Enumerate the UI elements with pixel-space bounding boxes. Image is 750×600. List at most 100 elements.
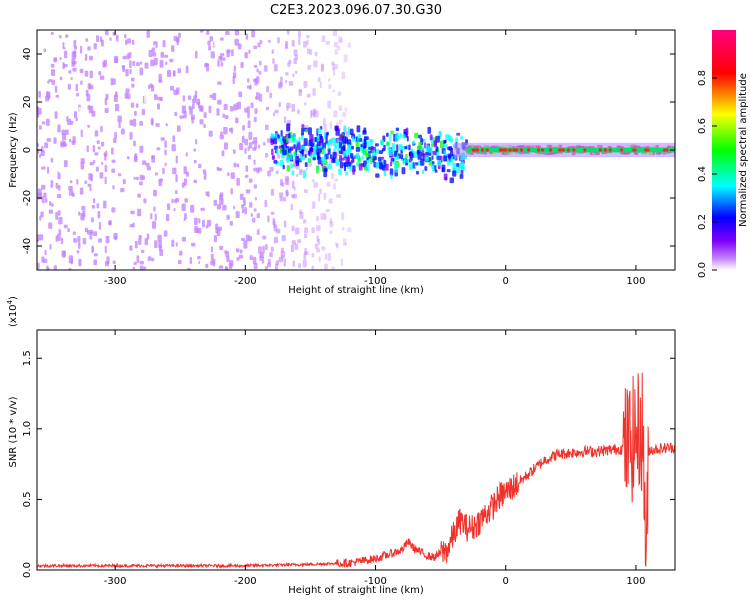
spectrogram-cell [303,81,308,88]
spectrogram-cell [79,45,83,54]
spectrogram-cell [277,164,282,172]
spectrogram-cell [396,144,399,152]
spectrogram-cell [93,43,97,50]
spectrogram-cell [72,231,76,235]
spectrogram-cell [78,241,81,249]
spectrogram-cell [226,256,230,262]
spectrogram-cell [323,147,326,155]
spectrogram-cell [68,70,72,74]
spectrogram-cell [245,33,249,40]
spectrogram-cell [327,253,331,261]
spectrogram-cell [291,103,296,112]
spectrogram-cell [266,170,271,177]
spectrogram-cell [108,220,112,225]
spectrogram-cell [303,219,307,224]
spectrogram-cell [253,208,257,212]
spectrogram-cell [134,110,137,116]
spectrogram-cell [203,123,206,128]
spectrogram-cell [206,63,210,72]
spectrogram-cell [237,101,242,110]
spectrogram-cell [49,243,52,250]
spectrogram-cell [253,64,258,68]
spectrogram-cell [50,63,55,68]
spectrogram-cell [244,147,247,155]
spectrogram-cell [272,217,276,226]
spectrogram-cell [347,42,352,48]
spectrogram-cell [316,235,319,243]
spectrogram-cell [227,99,231,105]
spectrogram-cell [53,58,58,63]
spectrogram-cell [356,125,361,133]
spectrogram-cell [99,172,104,179]
spectrogram-cell [250,102,254,109]
spectrogram-cell [53,137,57,144]
spectrogram-cell [112,31,116,36]
spectrogram-cell [84,227,88,233]
snr-x-tick-label: -100 [364,576,387,587]
spectrogram-cell [105,93,109,100]
spectrogram-cell [207,40,211,46]
spectrogram-cell [166,31,172,38]
spectrogram-cell [248,49,251,54]
spectrogram-cell [293,57,297,65]
carrier-peak-point [603,148,607,152]
spectrogram-cell [210,253,214,261]
spectrogram-cell [443,149,447,156]
spectrogram-cell [233,104,236,111]
spectrogram-cell [236,177,240,186]
spectrogram-cell [67,228,70,233]
spectrogram-cell [358,163,363,171]
spectrogram-cell [109,37,112,41]
spectrogram-cell [117,115,122,123]
spectrogram-cell [255,226,259,231]
spectrogram-cell [408,144,411,151]
spectrogram-cell [270,246,274,252]
spectrogram-cell [68,142,71,148]
carrier-peak-point [665,148,669,152]
spectrogram-cell [229,220,233,226]
spectrogram-cell [309,48,313,56]
spectrogram-cell [162,40,166,48]
spectrogram-cell [117,173,122,177]
spectrogram-cell [182,95,186,102]
spectrogram-cell [285,79,288,84]
spectrogram-cell [37,262,40,270]
spectrogram-cell [184,213,187,220]
spectrogram-cell [100,141,105,147]
spectrogram-x-tick-label: -200 [234,276,257,287]
spectrogram-cell [254,196,257,201]
carrier-band-core [466,147,675,153]
spectrogram-cell [135,103,139,108]
spectrogram-cell [342,144,346,151]
spectrogram-cell [318,193,321,202]
spectrogram-cell [46,166,50,174]
spectrogram-cell [63,160,68,168]
spectrogram-cell [37,192,43,200]
spectrogram-cell [193,95,197,100]
spectrogram-cell [298,38,301,46]
spectrogram-cell [304,227,308,234]
spectrogram-cell [331,173,334,179]
spectrogram-cell [171,144,176,152]
spectrogram-cell [236,257,240,261]
spectrogram-cell [439,140,445,149]
spectrogram-cell [341,71,346,80]
spectrogram-cell [200,55,205,59]
spectrogram-cell [129,224,134,228]
spectrogram-cell [195,138,198,145]
spectrogram-cell [46,267,50,270]
spectrogram-cell [126,156,130,160]
spectrogram-cell [210,246,213,253]
spectrogram-cell [151,257,155,262]
spectrogram-cell [309,146,313,152]
spectrogram-cell [298,89,302,97]
snr-x-tick-label: 0 [503,576,509,587]
spectrogram-cell [356,161,360,167]
spectrogram-cell [131,39,135,46]
spectrogram-cell [323,167,328,172]
spectrogram-cell [333,41,338,48]
spectrogram-cell [199,30,204,33]
spectrogram-cell [445,134,450,141]
spectrogram-cell [256,228,260,236]
snr-xlabel: Height of straight line (km) [288,585,424,596]
